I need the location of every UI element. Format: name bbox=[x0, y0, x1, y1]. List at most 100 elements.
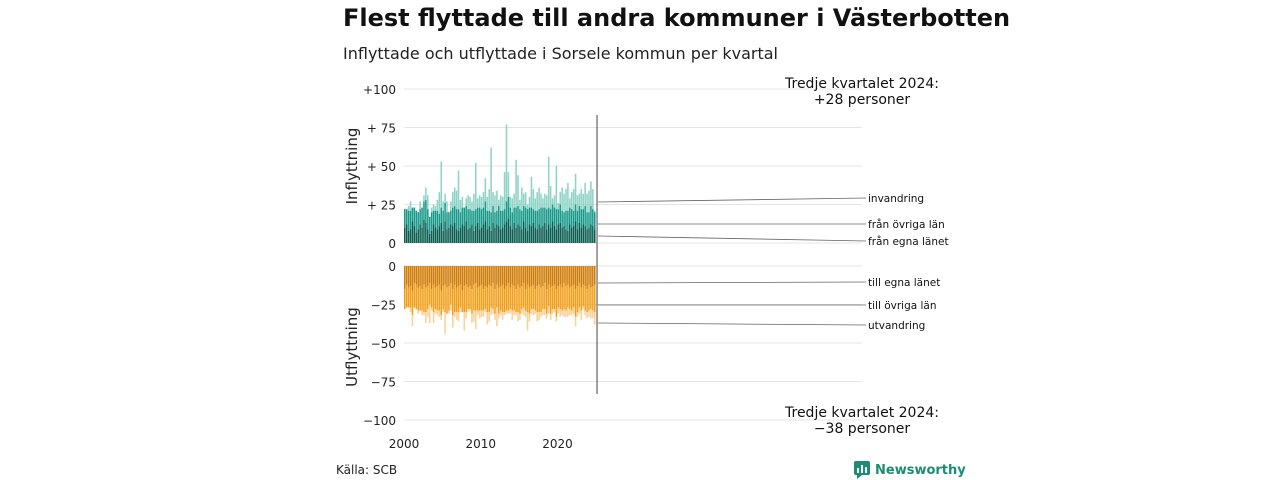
bar-till-ovriga-lan bbox=[505, 286, 508, 311]
source-note: Källa: SCB bbox=[336, 463, 398, 477]
bar-fran-ovriga-lan bbox=[428, 216, 431, 234]
bar-fran-egna-lanet bbox=[519, 226, 521, 243]
bar-fran-egna-lanet bbox=[555, 229, 558, 243]
y-tick-label: −100 bbox=[363, 414, 396, 428]
bar-fran-egna-lanet bbox=[546, 229, 548, 243]
bar-fran-egna-lanet bbox=[425, 222, 427, 243]
bar-till-ovriga-lan bbox=[501, 284, 504, 313]
bar-till-egna-lanet bbox=[517, 266, 519, 285]
bar-till-egna-lanet bbox=[492, 266, 494, 283]
bar-fran-ovriga-lan bbox=[551, 204, 554, 222]
y-axis-title: Inflyttning bbox=[343, 128, 361, 205]
bar-utvandring bbox=[532, 309, 535, 316]
bar-fran-ovriga-lan bbox=[463, 207, 466, 227]
bar-fran-egna-lanet bbox=[574, 221, 577, 243]
bar-invandring bbox=[505, 124, 508, 202]
bar-till-egna-lanet bbox=[509, 266, 512, 288]
bar-invandring bbox=[453, 187, 456, 207]
bar-fran-ovriga-lan bbox=[411, 207, 414, 222]
bar-fran-ovriga-lan bbox=[425, 199, 427, 223]
bar-till-egna-lanet bbox=[574, 266, 577, 290]
bar-utvandring bbox=[576, 312, 579, 317]
bar-invandring bbox=[582, 193, 585, 210]
bar-invandring bbox=[544, 193, 546, 208]
bar-till-egna-lanet bbox=[507, 266, 510, 283]
bar-till-ovriga-lan bbox=[469, 286, 471, 310]
bar-utvandring bbox=[476, 310, 479, 316]
bar-utvandring bbox=[430, 307, 433, 311]
bar-till-egna-lanet bbox=[467, 266, 469, 288]
bar-fran-ovriga-lan bbox=[561, 210, 563, 228]
bar-invandring bbox=[438, 192, 441, 214]
y-tick-label: 0 bbox=[388, 237, 396, 251]
bar-invandring bbox=[507, 172, 510, 197]
bar-till-egna-lanet bbox=[557, 266, 560, 287]
bar-till-egna-lanet bbox=[590, 266, 592, 288]
bar-fran-ovriga-lan bbox=[546, 209, 548, 230]
bar-utvandring bbox=[538, 312, 540, 320]
label-leader-line bbox=[598, 281, 867, 284]
bar-fran-ovriga-lan bbox=[524, 207, 527, 228]
bar-till-egna-lanet bbox=[511, 266, 514, 285]
bar-fran-ovriga-lan bbox=[480, 209, 483, 228]
bar-invandring bbox=[473, 193, 475, 211]
bar-utvandring bbox=[551, 309, 554, 314]
bar-fran-egna-lanet bbox=[499, 229, 502, 243]
bar-invandring bbox=[486, 196, 489, 211]
bar-invandring bbox=[501, 196, 504, 211]
bar-fran-ovriga-lan bbox=[448, 212, 450, 228]
bar-utvandring bbox=[592, 310, 594, 319]
bar-till-egna-lanet bbox=[475, 266, 477, 283]
bar-invandring bbox=[465, 198, 467, 207]
bar-till-ovriga-lan bbox=[423, 284, 425, 313]
bar-till-ovriga-lan bbox=[411, 290, 414, 316]
bar-till-ovriga-lan bbox=[440, 290, 443, 316]
bar-till-ovriga-lan bbox=[415, 284, 418, 310]
bar-fran-ovriga-lan bbox=[572, 210, 575, 227]
bar-fran-ovriga-lan bbox=[419, 209, 421, 225]
bar-fran-ovriga-lan bbox=[536, 210, 538, 230]
bar-utvandring bbox=[440, 315, 443, 320]
bar-utvandring bbox=[465, 312, 467, 319]
bar-invandring bbox=[490, 147, 492, 213]
bar-invandring bbox=[555, 166, 558, 210]
bar-till-ovriga-lan bbox=[578, 282, 581, 308]
bar-till-egna-lanet bbox=[588, 266, 590, 285]
bar-fran-egna-lanet bbox=[475, 226, 477, 243]
bar-till-ovriga-lan bbox=[498, 287, 500, 314]
bar-fran-egna-lanet bbox=[507, 218, 510, 243]
bar-till-egna-lanet bbox=[461, 266, 464, 291]
bar-till-ovriga-lan bbox=[421, 289, 423, 311]
bar-till-egna-lanet bbox=[419, 266, 421, 287]
bar-utvandring bbox=[434, 309, 437, 314]
bar-fran-egna-lanet bbox=[442, 230, 444, 243]
bar-fran-egna-lanet bbox=[526, 230, 529, 243]
bar-fran-egna-lanet bbox=[459, 227, 462, 243]
bar-utvandring bbox=[534, 310, 537, 314]
bar-invandring bbox=[592, 189, 594, 210]
bar-till-egna-lanet bbox=[404, 266, 406, 290]
bar-till-ovriga-lan bbox=[480, 284, 483, 311]
bar-fran-egna-lanet bbox=[498, 226, 500, 243]
bar-invandring bbox=[565, 189, 567, 211]
bar-till-ovriga-lan bbox=[476, 287, 479, 311]
bar-fran-egna-lanet bbox=[476, 222, 479, 243]
bar-utvandring bbox=[544, 309, 546, 316]
bar-invandring bbox=[478, 195, 481, 208]
bar-till-ovriga-lan bbox=[467, 287, 469, 310]
bar-fran-ovriga-lan bbox=[461, 207, 464, 225]
bar-fran-ovriga-lan bbox=[501, 210, 504, 228]
bar-invandring bbox=[430, 207, 433, 213]
bar-fran-egna-lanet bbox=[486, 229, 489, 243]
bar-till-ovriga-lan bbox=[524, 289, 527, 311]
bar-utvandring bbox=[557, 307, 560, 314]
bar-till-ovriga-lan bbox=[450, 282, 452, 305]
bar-fran-egna-lanet bbox=[511, 229, 514, 243]
bar-utvandring bbox=[588, 310, 590, 317]
bar-fran-ovriga-lan bbox=[563, 212, 565, 227]
bar-utvandring bbox=[511, 310, 514, 320]
bar-fran-ovriga-lan bbox=[436, 210, 439, 230]
bar-fran-ovriga-lan bbox=[469, 209, 471, 228]
bar-fran-ovriga-lan bbox=[498, 206, 500, 227]
bar-utvandring bbox=[494, 313, 496, 320]
